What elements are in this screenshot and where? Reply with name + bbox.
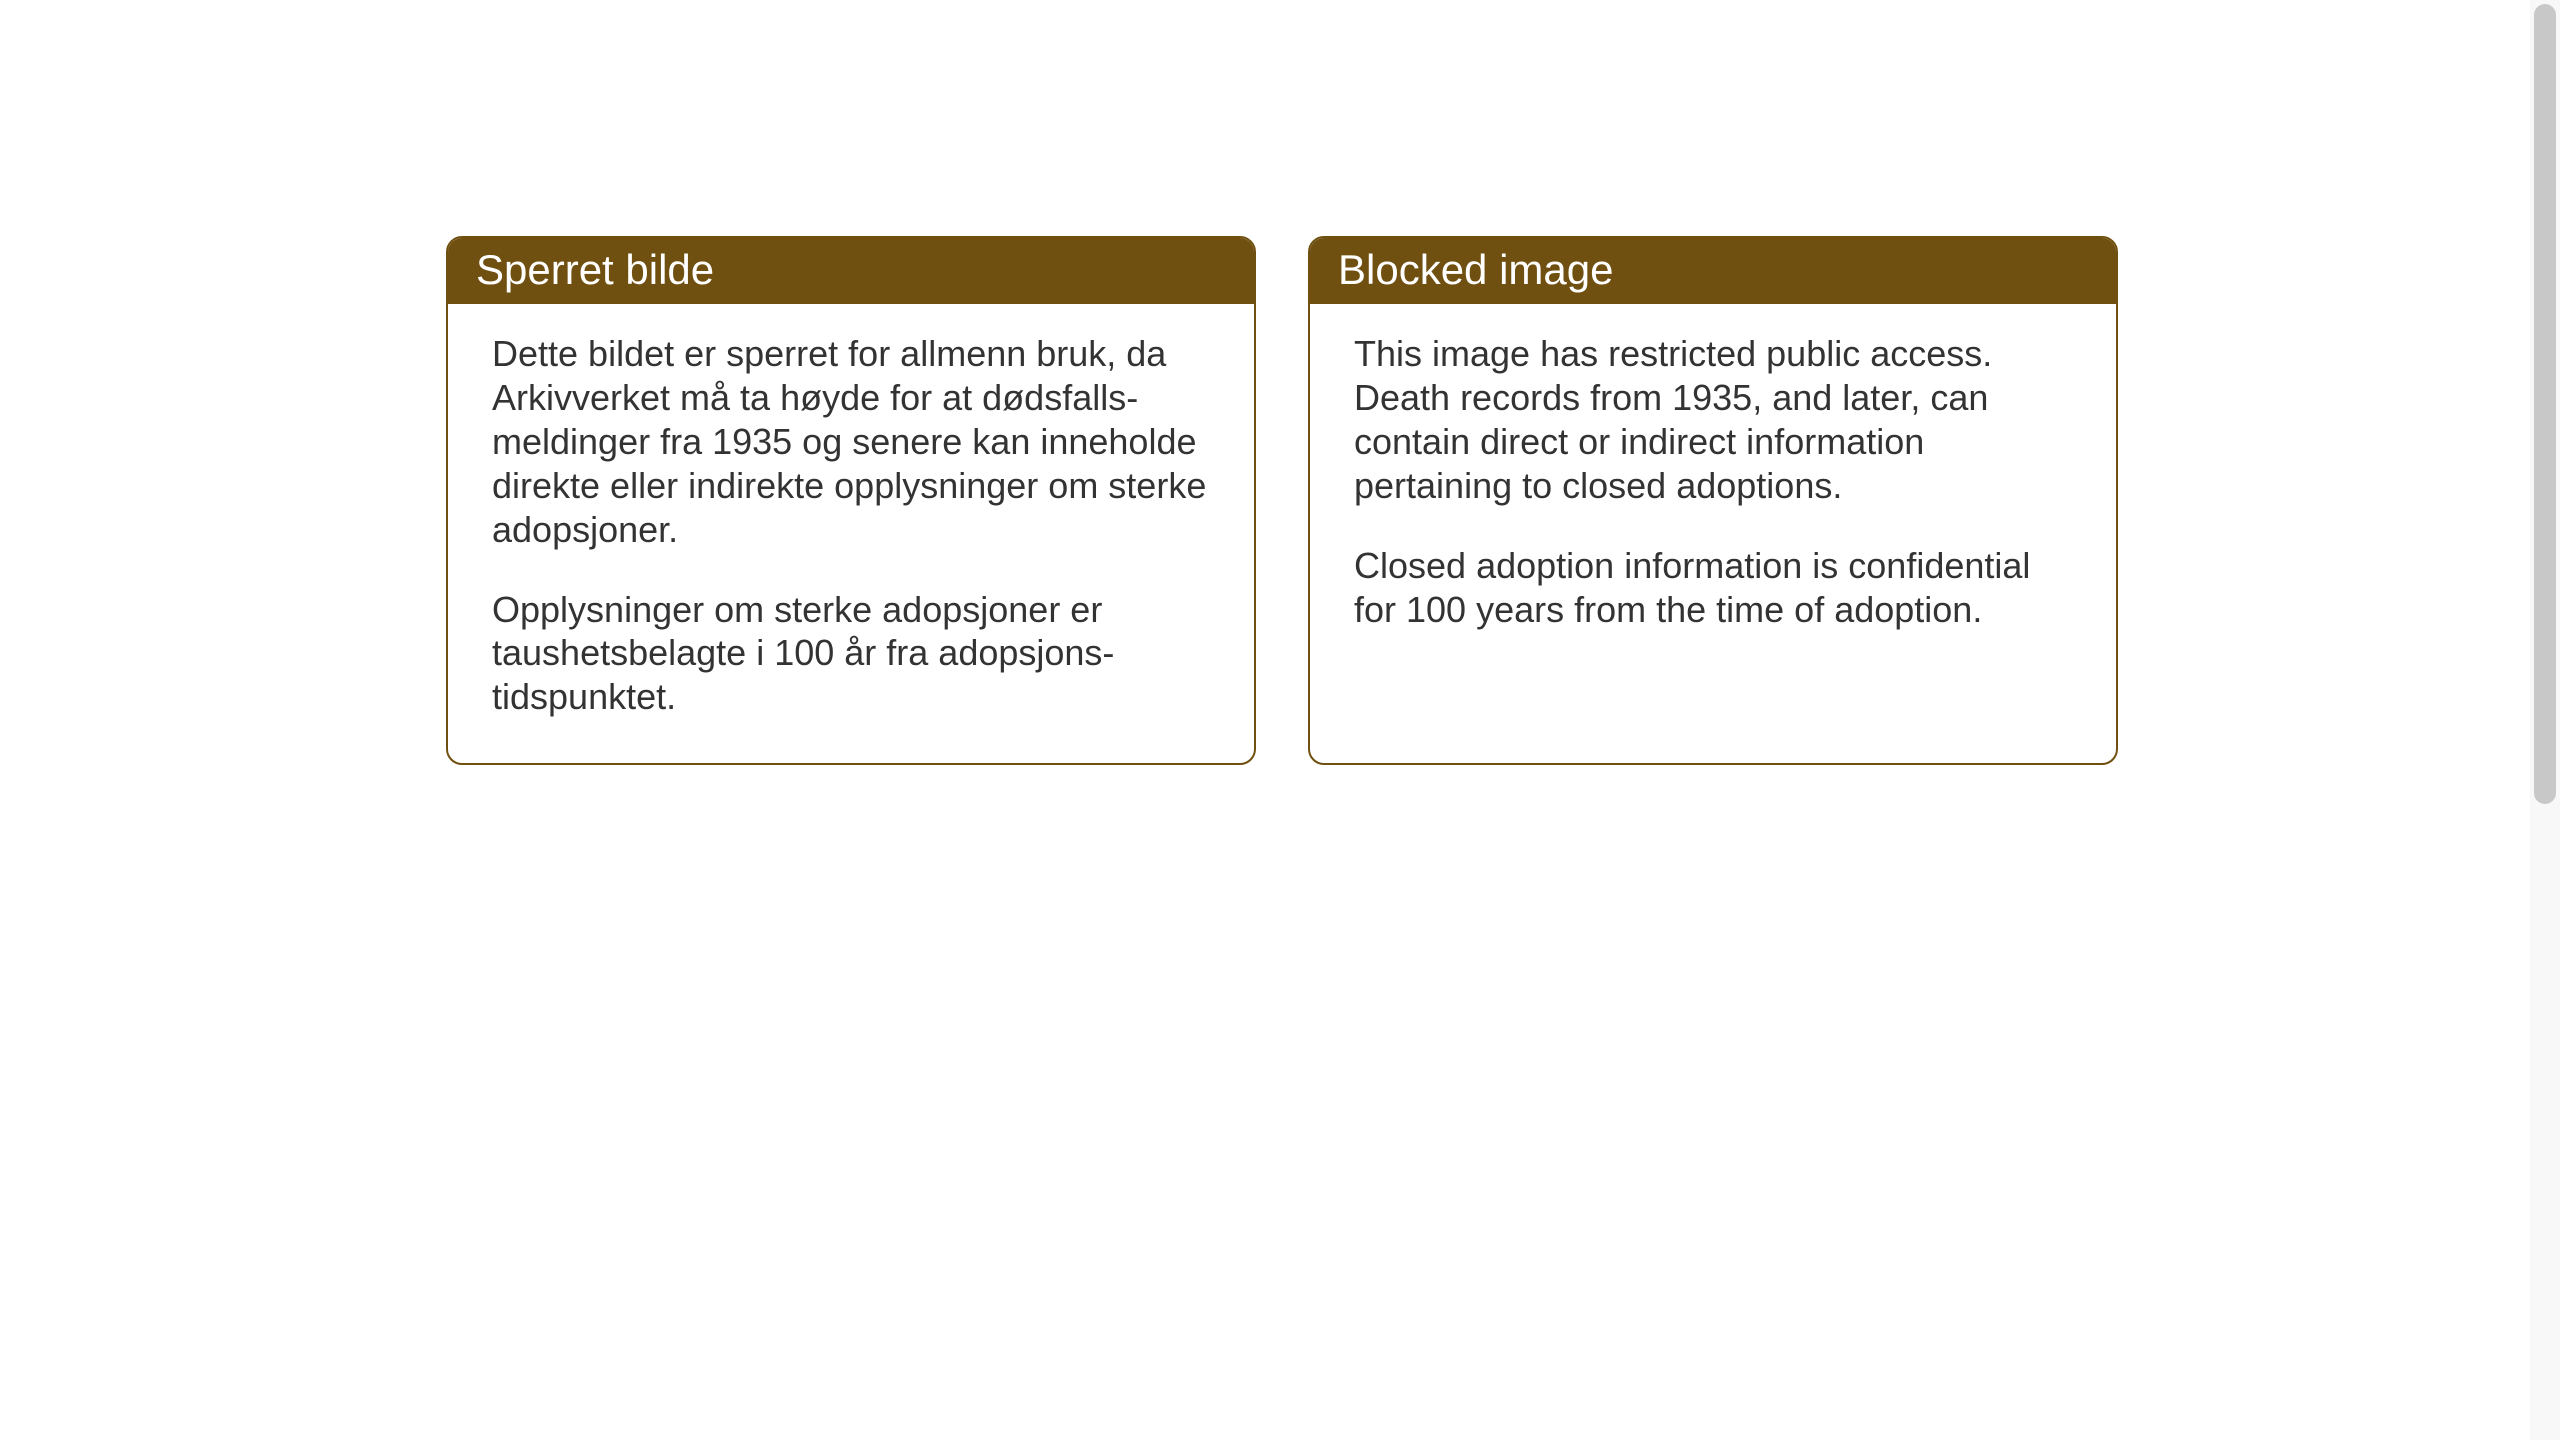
card-body-norwegian: Dette bildet er sperret for allmenn bruk… [448, 304, 1254, 763]
card-header-english: Blocked image [1310, 238, 2116, 304]
notice-card-norwegian: Sperret bilde Dette bildet er sperret fo… [446, 236, 1256, 765]
card-body-english: This image has restricted public access.… [1310, 304, 2116, 675]
card-title: Blocked image [1338, 246, 1613, 293]
card-paragraph: Dette bildet er sperret for allmenn bruk… [492, 332, 1210, 552]
card-title: Sperret bilde [476, 246, 714, 293]
notice-card-english: Blocked image This image has restricted … [1308, 236, 2118, 765]
card-paragraph: Opplysninger om sterke adopsjoner er tau… [492, 588, 1210, 720]
scrollbar-thumb[interactable] [2534, 4, 2556, 804]
scrollbar-track[interactable] [2530, 0, 2560, 1440]
card-paragraph: Closed adoption information is confident… [1354, 544, 2072, 632]
notice-container: Sperret bilde Dette bildet er sperret fo… [446, 236, 2118, 765]
card-paragraph: This image has restricted public access.… [1354, 332, 2072, 508]
card-header-norwegian: Sperret bilde [448, 238, 1254, 304]
